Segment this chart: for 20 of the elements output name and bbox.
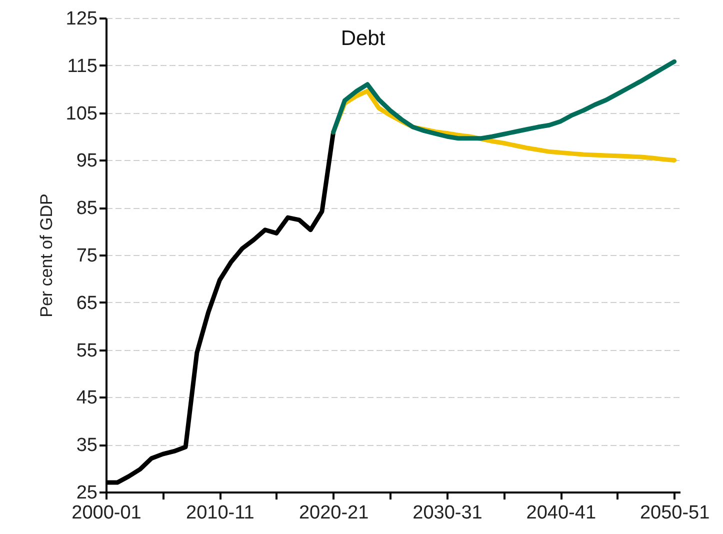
x-tick-label: 2030-31 [412,502,482,524]
y-axis-title: Per cent of GDP [36,194,56,318]
y-tick-label: 45 [76,388,98,409]
chart-title: Debt [340,27,386,50]
y-tick-label: 35 [76,435,98,456]
y-tick-label: 65 [76,292,98,314]
x-tick-label: 2040-41 [526,502,596,524]
x-tick-label: 2000-01 [72,502,142,524]
y-tick-label: 25 [76,482,98,504]
x-tick-label: 2010-11 [186,502,254,524]
y-tick-label: 85 [76,198,98,220]
y-tick-label: 75 [76,246,98,266]
line-series [331,59,677,141]
y-tick-label: 125 [66,8,98,30]
x-tick-label: 2050-51 [640,502,710,524]
y-tick-label: 105 [66,103,98,124]
y-tick-label: 55 [76,340,98,362]
y-tick-label: 115 [67,56,98,77]
x-tick-label: 2020-21 [298,502,369,524]
y-tick-label: 95 [76,150,98,172]
